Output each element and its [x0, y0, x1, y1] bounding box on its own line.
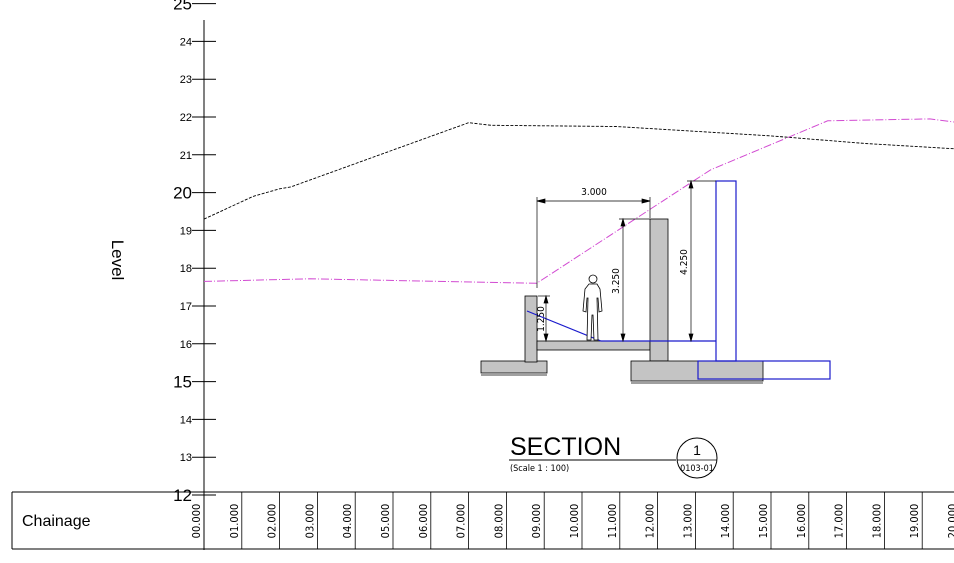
level-tick-label: 17 — [180, 301, 192, 313]
proposed-ground-line — [203, 118, 954, 284]
chainage-tick-label: 20.000 — [946, 504, 954, 539]
chainage-tick-label: 04.000 — [341, 504, 354, 539]
existing-ground-line — [203, 122, 954, 220]
dimension-height-right-label: 4.250 — [679, 249, 690, 275]
section-scale: (Scale 1 : 100) — [510, 464, 569, 474]
chainage-tick-label: 19.000 — [908, 504, 921, 539]
chainage-tick-label: 05.000 — [379, 504, 392, 539]
dimension-height-left-label: 1.250 — [536, 306, 547, 332]
chainage-tick-label: 15.000 — [757, 504, 770, 539]
section-reference-bubble — [676, 437, 718, 479]
level-tick-label: 13 — [180, 452, 192, 464]
chainage-tick-label: 02.000 — [266, 504, 279, 539]
proposed-footing-outline — [697, 360, 831, 380]
chainage-ticks: 00.000 01.000 02.000 03.000 04.000 05.000 06.0… — [190, 492, 954, 549]
chainage-tick-label: 17.000 — [833, 504, 846, 539]
proposed-wall-outline — [526, 180, 831, 380]
chainage-tick-label: 10.000 — [568, 504, 581, 539]
chainage-tick-label: 13.000 — [681, 504, 694, 539]
level-ticks: 12 13 14 15 16 17 18 19 20 21 22 23 24 25 — [173, 0, 216, 505]
section-title: SECTION — [510, 433, 621, 461]
chainage-tick-label: 11.000 — [606, 504, 619, 539]
chainage-tick-label: 03.000 — [303, 504, 316, 539]
level-tick-label: 23 — [180, 74, 192, 86]
level-tick-label: 14 — [180, 414, 192, 426]
level-tick-label: 21 — [180, 150, 192, 162]
level-axis-label: Level — [108, 240, 127, 281]
right-wall-stem — [649, 218, 669, 362]
right-wall-footing — [630, 360, 764, 382]
chainage-tick-label: 16.000 — [795, 504, 808, 539]
chainage-tick-label: 06.000 — [417, 504, 430, 539]
section-title-block: SECTION (Scale 1 : 100) 1 0103-01 — [509, 433, 718, 479]
chainage-band: Chainage 00.000 01.000 02.000 03.000 04.000 0… — [11, 491, 954, 550]
chainage-tick-label: 09.000 — [530, 504, 543, 539]
level-tick-label: 22 — [180, 112, 192, 124]
chainage-tick-label: 18.000 — [870, 504, 883, 539]
level-tick-label: 12 — [173, 486, 192, 505]
section-bubble-sheet: 0103-01 — [680, 464, 714, 474]
dimension-lines — [536, 179, 716, 343]
level-tick-label: 18 — [180, 263, 192, 275]
chainage-label: Chainage — [22, 513, 91, 530]
human-scale-figure — [582, 274, 603, 341]
level-tick-label: 20 — [173, 184, 192, 203]
level-axis: 12 13 14 15 16 17 18 19 20 21 22 23 24 25 Level — [108, 0, 216, 550]
chainage-tick-label: 12.000 — [644, 504, 657, 539]
dimension-height-mid-label: 3.250 — [611, 268, 622, 294]
left-retaining-wall — [480, 295, 548, 376]
level-tick-label: 15 — [173, 373, 192, 392]
dimension-width-label: 3.000 — [581, 187, 607, 198]
chainage-tick-label: 08.000 — [492, 504, 505, 539]
chainage-tick-label: 07.000 — [455, 504, 468, 539]
left-wall-footing — [480, 360, 548, 374]
proposed-slope-outline — [526, 310, 716, 342]
section-bubble-number: 1 — [693, 442, 701, 458]
chainage-tick-label: 14.000 — [719, 504, 732, 539]
level-tick-label: 25 — [173, 0, 192, 14]
proposed-wall-stem-outline — [715, 180, 737, 362]
left-wall-stem — [524, 295, 538, 363]
base-slab — [536, 340, 651, 351]
right-retaining-wall — [630, 218, 764, 384]
level-tick-label: 16 — [180, 339, 192, 351]
level-tick-label: 19 — [180, 225, 192, 237]
chainage-tick-label: 01.000 — [228, 504, 241, 539]
level-tick-label: 24 — [180, 36, 192, 48]
chainage-tick-label: 00.000 — [190, 504, 203, 539]
